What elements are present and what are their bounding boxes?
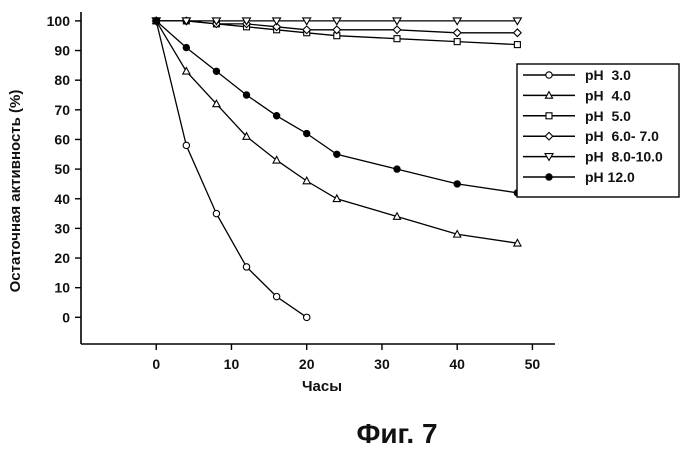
data-point xyxy=(454,181,460,187)
x-tick-label: 20 xyxy=(299,356,315,372)
y-tick-label: 40 xyxy=(54,191,70,207)
data-point xyxy=(243,92,249,98)
data-point xyxy=(213,210,219,216)
y-tick-label: 90 xyxy=(54,43,70,59)
data-point xyxy=(394,166,400,172)
legend-marker xyxy=(546,72,552,78)
data-point xyxy=(304,130,310,136)
data-point xyxy=(333,195,340,202)
x-tick-label: 30 xyxy=(374,356,390,372)
y-axis-label: Остаточная активность (%) xyxy=(7,90,24,293)
x-tick-label: 10 xyxy=(224,356,240,372)
legend: pH 3.0 pH 4.0 pH 5.0 pH 6.0- 7.0 pH 8.0-10.0… xyxy=(517,64,679,197)
legend-label: pH 12.0 xyxy=(585,169,635,185)
x-tick-label: 0 xyxy=(152,356,160,372)
legend-label: pH 3.0 xyxy=(585,67,631,83)
series-line xyxy=(156,21,517,193)
series-1 xyxy=(153,18,310,321)
legend-label: pH 8.0-10.0 xyxy=(585,149,663,165)
y-tick-label: 10 xyxy=(54,280,70,296)
x-tick-label: 40 xyxy=(449,356,465,372)
plot-area: 0 10 20 30 40 50 60 70 80 90 100 0 10 20 30 40 50 xyxy=(47,12,555,372)
y-tick-label: 70 xyxy=(54,102,70,118)
y-tick-label: 60 xyxy=(54,131,70,147)
data-point xyxy=(454,39,460,45)
y-tick-label: 30 xyxy=(54,220,70,236)
y-tick-label: 50 xyxy=(54,161,70,177)
data-point xyxy=(303,177,310,184)
data-point xyxy=(514,42,520,48)
data-point xyxy=(183,142,189,148)
data-point xyxy=(183,67,190,74)
data-point xyxy=(514,29,522,37)
series-2 xyxy=(153,17,521,246)
y-tick-label: 0 xyxy=(62,309,70,325)
legend-label: pH 6.0- 7.0 xyxy=(585,128,659,144)
data-point xyxy=(304,314,310,320)
data-point xyxy=(243,264,249,270)
data-point xyxy=(334,151,340,157)
x-axis-label: Часы xyxy=(302,378,342,395)
series-line xyxy=(156,21,307,317)
series-line xyxy=(156,21,517,243)
legend-marker xyxy=(546,174,552,180)
data-point xyxy=(213,68,219,74)
series-6 xyxy=(153,18,521,196)
data-point xyxy=(453,29,461,37)
data-point xyxy=(273,113,279,119)
y-tick-label: 80 xyxy=(54,72,70,88)
data-point xyxy=(183,44,189,50)
y-tick-label: 100 xyxy=(47,13,71,29)
data-point xyxy=(394,36,400,42)
y-tick-label: 20 xyxy=(54,250,70,266)
legend-marker xyxy=(546,113,552,119)
data-point xyxy=(393,26,401,34)
data-point xyxy=(273,293,279,299)
x-tick-label: 50 xyxy=(525,356,541,372)
legend-label: pH 5.0 xyxy=(585,108,631,124)
figure-caption: Фиг. 7 xyxy=(356,418,437,449)
legend-label: pH 4.0 xyxy=(585,87,631,103)
data-point xyxy=(153,18,159,24)
